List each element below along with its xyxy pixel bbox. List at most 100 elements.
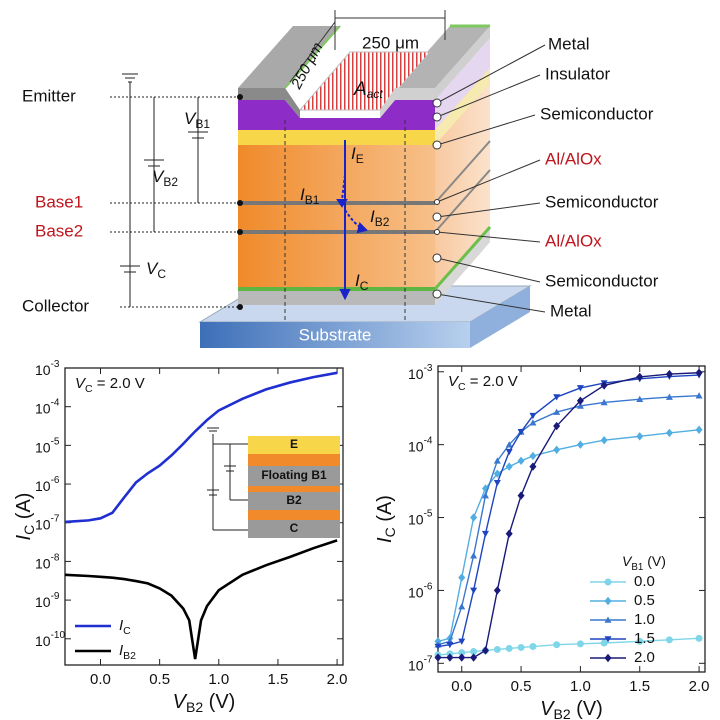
marker <box>458 573 466 582</box>
legend-marker <box>604 596 612 606</box>
y-tick-label: 10-6 <box>408 581 433 600</box>
marker <box>553 445 561 455</box>
layer-label: Semiconductor <box>545 271 659 290</box>
marker <box>470 587 478 594</box>
x-tick-label: 0.0 <box>90 671 111 688</box>
y-tick-label: 10-5 <box>35 436 60 455</box>
x-axis-label: VB2 (V) <box>540 698 603 720</box>
series-line <box>437 637 700 656</box>
series-line <box>437 394 700 646</box>
y-tick-label: 10-10 <box>35 629 65 648</box>
marker <box>576 396 584 405</box>
x-tick-label: 0.0 <box>451 678 472 695</box>
marker <box>446 641 454 649</box>
layer-label: Metal <box>550 301 592 320</box>
x-tick-label: 1.5 <box>629 678 650 695</box>
y-axis-label: IC (A) <box>374 495 397 543</box>
marker <box>434 643 442 651</box>
inset: E Floating B1 B2 C <box>207 427 340 538</box>
marker <box>458 603 466 610</box>
marker <box>505 462 513 471</box>
y-tick-label: 10-7 <box>35 513 60 532</box>
x-tick-label: 0.5 <box>511 678 532 695</box>
device: 250 μm 250 μm Aact IE IB1 IB2 IC <box>238 10 492 320</box>
layer-label: Semiconductor <box>545 192 659 211</box>
y-tick-label: 10-7 <box>408 654 433 673</box>
marker <box>493 586 501 595</box>
x-tick-label: 1.0 <box>208 671 229 688</box>
x-axis-label: VB2 (V) <box>173 691 236 714</box>
legend-title: VB1 (V) <box>622 553 666 573</box>
marker <box>576 640 584 648</box>
layer-label: Al/AlOx <box>545 231 602 250</box>
y-tick-label: 10-6 <box>35 475 60 494</box>
area-label: Aact <box>353 79 383 101</box>
x-tick-label: 2.0 <box>327 671 348 688</box>
marker <box>553 641 561 649</box>
legend-label: IB2 <box>119 642 136 662</box>
voltage-label: VC <box>146 259 166 281</box>
inset-label: Floating B1 <box>261 468 327 482</box>
legend-marker <box>604 578 612 586</box>
marker <box>553 394 561 401</box>
layer-label: Metal <box>548 34 590 53</box>
x-tick-label: 1.0 <box>570 678 591 695</box>
marker <box>529 462 537 471</box>
marker <box>600 639 608 647</box>
y-tick-label: 10-5 <box>408 508 433 527</box>
marker <box>576 402 584 409</box>
plot-frame <box>64 367 344 666</box>
current-label: IE <box>351 144 364 166</box>
legend-label: 1.5 <box>634 630 655 647</box>
marker <box>470 552 478 559</box>
marker <box>446 653 454 662</box>
marker <box>665 369 673 379</box>
y-tick-label: 10-4 <box>408 435 433 454</box>
legend-marker <box>604 636 612 643</box>
x-tick-label: 1.5 <box>268 671 289 688</box>
marker <box>505 529 513 538</box>
marker <box>695 634 703 642</box>
marker <box>505 441 513 448</box>
marker <box>517 429 525 436</box>
marker <box>481 646 489 655</box>
series-line <box>64 539 338 660</box>
inset-label: B2 <box>286 493 302 507</box>
marker <box>636 395 644 403</box>
annotation: VC = 2.0 V <box>75 375 145 395</box>
marker <box>493 457 501 464</box>
y-tick-label: 10-3 <box>35 359 60 378</box>
marker <box>665 636 673 644</box>
marker <box>529 412 537 420</box>
x-tick-label: 0.5 <box>149 671 170 688</box>
legend-marker <box>604 616 612 623</box>
legend-label: IC <box>119 617 131 637</box>
callouts <box>432 44 546 313</box>
marker <box>470 653 478 662</box>
marker <box>553 421 561 431</box>
marker <box>517 456 525 466</box>
legend-label: 2.0 <box>634 649 655 666</box>
series-line <box>438 372 700 659</box>
marker <box>470 513 478 522</box>
layer-label: Semiconductor <box>540 104 654 123</box>
marker <box>458 638 466 645</box>
current-label: IB2 <box>370 207 390 229</box>
y-tick-label: 10-8 <box>35 552 60 571</box>
marker <box>600 381 608 390</box>
marker <box>458 653 466 662</box>
marker <box>505 448 513 456</box>
marker <box>517 491 525 500</box>
plot-frame <box>437 365 706 673</box>
marker <box>636 637 644 645</box>
terminal-label: Emitter <box>22 86 76 105</box>
marker <box>529 643 537 651</box>
y-tick-label: 10-3 <box>408 362 433 381</box>
marker <box>493 479 501 487</box>
substrate-label: Substrate <box>299 325 372 344</box>
marker <box>665 428 673 438</box>
dimension-label: 250 μm <box>362 33 419 52</box>
marker <box>470 648 478 656</box>
marker <box>695 392 703 399</box>
